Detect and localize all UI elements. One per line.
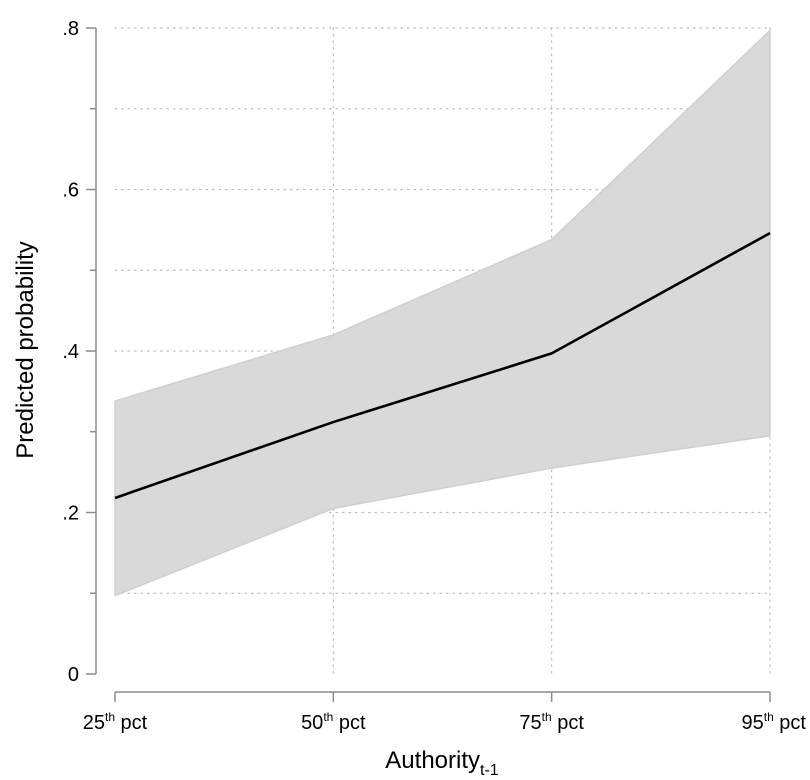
x-axis-title-main: Authority <box>385 747 480 774</box>
confidence-band <box>114 28 771 597</box>
y-tick-label: 0 <box>68 664 79 686</box>
axes: 0 .2 .4 .6 .8 25th pct 50th pct 75th pct 95th pc… <box>62 18 806 734</box>
series-line <box>114 231 771 500</box>
y-tick-label: .8 <box>62 18 79 40</box>
y-tick-label: .4 <box>62 341 79 363</box>
y-tick-label: .2 <box>62 503 79 525</box>
x-tick-label: 95th pct <box>741 710 806 734</box>
x-axis-title-subscript: t-1 <box>480 762 499 779</box>
x-tick-label: 75th pct <box>519 710 584 734</box>
x-tick-label: 50th pct <box>301 710 366 734</box>
x-axis-title: Authorityt-1 <box>385 747 498 779</box>
y-tick-label: .6 <box>62 180 79 202</box>
x-tick-label: 25th pct <box>83 710 148 734</box>
y-axis-title: Predicted probability <box>12 241 39 458</box>
